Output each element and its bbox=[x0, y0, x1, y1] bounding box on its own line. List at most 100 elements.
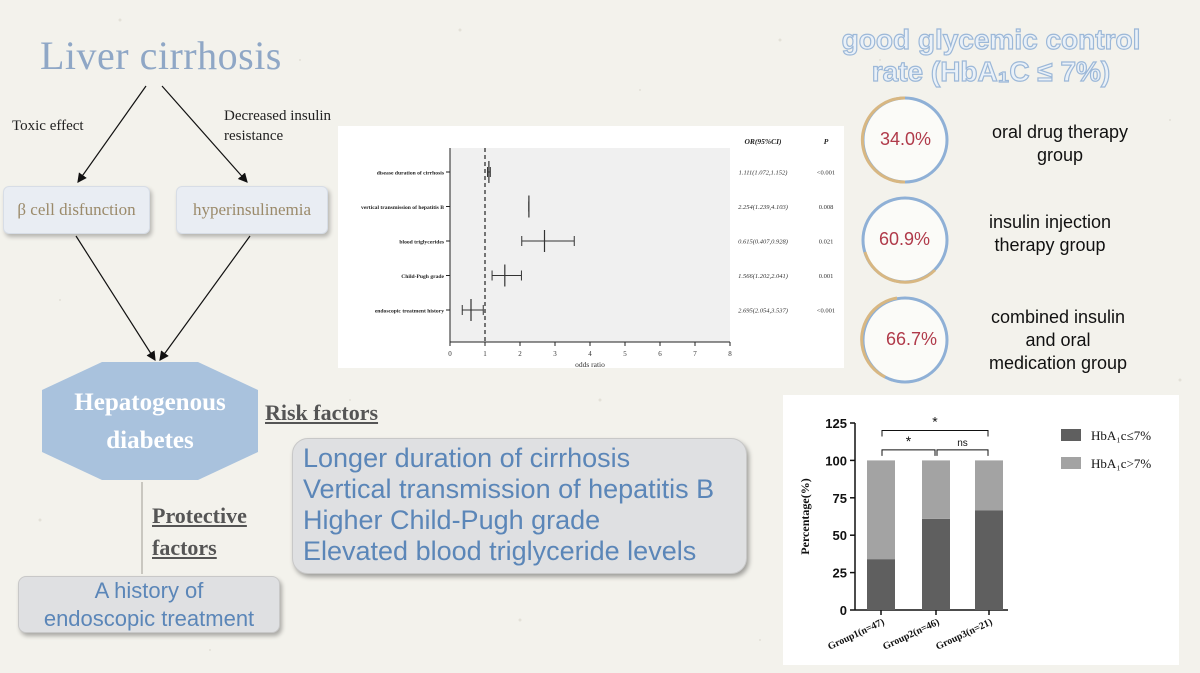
node-beta-cell: β cell disfunction bbox=[3, 186, 150, 234]
ring-label-line: oral drug therapy bbox=[991, 122, 1129, 142]
diagram-title: Liver cirrhosis bbox=[40, 33, 282, 78]
ring-value-oral: 34.0% bbox=[880, 129, 932, 149]
ring-label-oral: oral drug therapy group bbox=[960, 121, 1160, 167]
y-tick-label: 50 bbox=[833, 528, 847, 543]
p-value: 0.008 bbox=[819, 204, 834, 211]
arrow-to-hyperinsulinemia bbox=[161, 85, 248, 183]
ring-label-line: medication group bbox=[988, 353, 1128, 373]
significance-bracket bbox=[881, 429, 989, 437]
protective-item-line-1: A history of bbox=[94, 578, 204, 603]
edge-label-insulin-2: resistance bbox=[224, 128, 284, 144]
arrow-beta-to-diabetes bbox=[75, 235, 156, 362]
arrow-hyper-to-diabetes bbox=[159, 235, 251, 361]
or-value: 1.111(1.072,1.152) bbox=[739, 170, 788, 177]
ring-value-insulin: 60.9% bbox=[879, 229, 931, 249]
or-value: 2.695(2.054,3.537) bbox=[738, 308, 788, 315]
x-tick-label: Group1(n=47) bbox=[826, 617, 886, 653]
or-value: 1.566(1.202,2.041) bbox=[738, 273, 788, 280]
stacked-bar-chart: 0255075100125Percentage(%)Group1(n=47)Gr… bbox=[783, 395, 1179, 665]
protective-factors-box: A history of endoscopic treatment bbox=[18, 576, 280, 633]
risk-item: Vertical transmission of hepatitis B bbox=[303, 474, 715, 504]
risk-item: Elevated blood triglyceride levels bbox=[303, 536, 697, 566]
glycemic-title-line-2: rate (HbA₁C ≤ 7%) bbox=[871, 55, 1111, 87]
bar-segment bbox=[922, 518, 950, 610]
y-tick-label: 125 bbox=[825, 416, 847, 431]
flow-arrows bbox=[42, 85, 258, 574]
protective-factors-title: Protective factors bbox=[152, 500, 247, 564]
node-hyperinsulinemia: hyperinsulinemia bbox=[176, 186, 328, 234]
y-tick-label: 75 bbox=[833, 491, 847, 506]
center-node-text: Hepatogenous diabetes bbox=[42, 384, 258, 460]
x-tick-label: 4 bbox=[588, 350, 592, 358]
protective-title-line-2: factors bbox=[152, 535, 217, 560]
significance-bracket bbox=[936, 449, 989, 456]
ring-label-line: combined insulin bbox=[990, 307, 1126, 327]
hexagon-shape bbox=[42, 362, 258, 480]
p-value: <0.001 bbox=[817, 170, 835, 177]
or-value: 0.615(0.407,0.928) bbox=[738, 239, 788, 246]
legend-swatch bbox=[1061, 457, 1081, 469]
ring-value-combined: 66.7% bbox=[886, 329, 938, 349]
glycemic-title: good glycemic control rate (HbA₁C ≤ 7%) bbox=[826, 23, 1156, 88]
p-value: 0.001 bbox=[819, 273, 834, 280]
risk-factors-title: Risk factors bbox=[265, 400, 379, 425]
x-tick-label: 6 bbox=[658, 350, 662, 358]
p-header: P bbox=[824, 137, 829, 146]
risk-item: Longer duration of cirrhosis bbox=[303, 443, 631, 473]
y-tick-label: 25 bbox=[833, 566, 847, 581]
arrow-to-beta-cell bbox=[77, 85, 147, 183]
risk-item: Higher Child-Pugh grade bbox=[303, 505, 601, 535]
ring-oral bbox=[860, 96, 949, 184]
edge-label-toxic: Toxic effect bbox=[12, 118, 84, 134]
or-value: 2.254(1.239,4.103) bbox=[738, 204, 788, 211]
significance-label: * bbox=[906, 433, 912, 449]
bar-segment bbox=[867, 559, 895, 610]
significance-bracket bbox=[881, 449, 936, 456]
bar-segment bbox=[975, 460, 1003, 511]
legend-label: HbA₁c≤7% bbox=[1091, 428, 1151, 443]
row-label: Child-Pugh grade bbox=[401, 274, 444, 280]
x-tick-label: 3 bbox=[553, 350, 557, 358]
x-axis-label: odds ratio bbox=[575, 360, 605, 368]
y-tick-label: 0 bbox=[840, 603, 847, 618]
ring-label-line: insulin injection bbox=[988, 212, 1112, 232]
plot-area bbox=[450, 148, 730, 342]
glycemic-title-line-1: good glycemic control bbox=[841, 23, 1141, 55]
ring-label-insulin: insulin injection therapy group bbox=[950, 211, 1150, 257]
row-label: vertical transmission of hepatitis B bbox=[361, 205, 444, 211]
ring-insulin bbox=[861, 196, 949, 284]
ring-label-line: therapy group bbox=[994, 235, 1106, 255]
row-label: blood triglycerides bbox=[399, 240, 444, 246]
ring-label-line: and oral bbox=[1025, 330, 1091, 350]
or-header: OR(95%CI) bbox=[744, 137, 782, 146]
x-tick-label: 7 bbox=[693, 350, 697, 358]
significance-label: * bbox=[932, 413, 938, 429]
x-tick-label: Group3(n=21) bbox=[934, 617, 994, 653]
protective-title-line-1: Protective bbox=[152, 503, 247, 528]
ring-label-combined: combined insulin and oral medication gro… bbox=[958, 306, 1158, 375]
x-tick-label: 5 bbox=[623, 350, 627, 358]
bar-segment bbox=[922, 460, 950, 519]
bar-segment bbox=[867, 460, 895, 560]
row-label: disease duration of cirrhosis bbox=[377, 171, 445, 177]
row-label: endoscopic treatment history bbox=[375, 309, 444, 315]
bar-segment bbox=[975, 510, 1003, 610]
protective-item-line-2: endoscopic treatment bbox=[43, 606, 255, 631]
edge-label-insulin-1: Decreased insulin bbox=[224, 108, 332, 124]
x-tick-label: 1 bbox=[483, 350, 487, 358]
x-tick-label: Group2(n=46) bbox=[881, 617, 941, 653]
p-value: <0.001 bbox=[817, 308, 835, 315]
x-tick-label: 0 bbox=[448, 350, 452, 358]
x-tick-label: 8 bbox=[728, 350, 732, 358]
x-tick-label: 2 bbox=[518, 350, 522, 358]
center-line-1: Hepatogenous bbox=[74, 389, 226, 416]
ring-label-line: group bbox=[1036, 145, 1084, 165]
p-value: 0.021 bbox=[819, 239, 834, 246]
ring-combined bbox=[860, 296, 949, 384]
significance-label: ns bbox=[957, 438, 968, 449]
y-tick-label: 100 bbox=[825, 453, 847, 468]
legend-swatch bbox=[1061, 429, 1081, 441]
risk-factors-box: Longer duration of cirrhosis Vertical tr… bbox=[292, 438, 747, 574]
